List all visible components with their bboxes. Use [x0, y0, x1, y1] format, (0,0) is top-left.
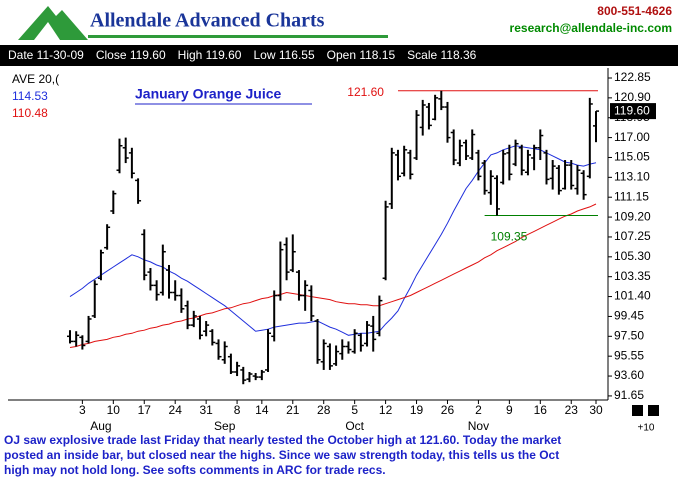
email: research@allendale-inc.com	[510, 21, 672, 35]
y-tick-label: 101.40	[614, 289, 651, 303]
stat-bar: Date 11-30-09 Close 119.60 High 119.60 Low …	[0, 45, 678, 66]
x-tick-label: 14	[255, 403, 269, 417]
x-tick-label: 30	[589, 403, 603, 417]
phone: 800-551-4626	[597, 4, 672, 18]
month-label: Nov	[468, 419, 489, 433]
logo-mark-inner	[34, 22, 60, 40]
moving-average	[69, 203, 597, 348]
legend-title: AVE 20,(	[12, 72, 59, 86]
x-tick-label: 19	[410, 403, 424, 417]
x-tick-label: 26	[441, 403, 455, 417]
logo-mark	[18, 6, 88, 40]
y-tick-label: 111.15	[614, 189, 649, 203]
y-tick-label: 109.20	[614, 209, 651, 223]
zoom-button[interactable]	[648, 405, 659, 416]
commentary-line: high may not hold long. See softs commen…	[4, 463, 386, 477]
month-label: Oct	[345, 419, 364, 433]
corner-label: +10	[638, 423, 655, 434]
month-label: Sep	[214, 419, 236, 433]
month-label: Aug	[90, 419, 111, 433]
x-tick-label: 8	[234, 403, 241, 417]
y-tick-label: 120.90	[614, 90, 651, 104]
x-tick-label: 9	[506, 403, 513, 417]
y-tick-label: 95.55	[614, 348, 644, 362]
annotation-label: 109.35	[491, 230, 528, 244]
legend-entry: 110.48	[12, 106, 48, 120]
x-tick-label: 12	[379, 403, 393, 417]
stat: Close 119.60	[95, 48, 166, 62]
x-tick-label: 28	[317, 403, 331, 417]
zoom-button[interactable]	[632, 405, 643, 416]
legend-entry: 114.53	[12, 89, 48, 103]
stat: Date 11-30-09	[8, 48, 84, 62]
y-tick-label: 107.25	[614, 229, 651, 243]
commentary-line: OJ saw explosive trade last Friday that …	[4, 433, 562, 447]
y-tick-label: 93.60	[614, 368, 644, 382]
y-tick-label: 115.05	[614, 150, 650, 164]
y-tick-label: 105.30	[614, 249, 651, 263]
logo-text: Allendale Advanced Charts	[90, 10, 325, 32]
x-tick-label: 3	[79, 403, 86, 417]
y-tick-label: 103.35	[614, 269, 651, 283]
stat: Low 116.55	[253, 48, 315, 62]
y-tick-label: 97.50	[614, 328, 644, 342]
stat: High 119.60	[177, 48, 242, 62]
annotation-label: 121.60	[347, 85, 384, 99]
stat: Scale 118.36	[407, 48, 477, 62]
commentary-line: posted an inside bar, but closed near th…	[4, 448, 560, 462]
x-tick-label: 16	[534, 403, 548, 417]
last-price-box	[610, 103, 656, 120]
y-tick-label: 117.00	[614, 130, 650, 144]
stat: Open 118.15	[326, 48, 396, 62]
y-tick-label: 122.85	[614, 70, 651, 84]
x-tick-label: 24	[169, 403, 183, 417]
last-price-label: 119.60	[614, 103, 650, 117]
x-tick-label: 17	[138, 403, 152, 417]
x-tick-label: 10	[107, 403, 121, 417]
x-tick-label: 23	[565, 403, 579, 417]
commentary: OJ saw explosive trade last Friday that …	[4, 433, 676, 478]
y-tick-label: 99.45	[614, 309, 644, 323]
x-tick-label: 31	[199, 403, 213, 417]
x-tick-label: 21	[286, 403, 300, 417]
chart-title: January Orange Juice	[135, 86, 282, 102]
y-tick-label: 113.10	[614, 170, 650, 184]
logo-underline	[88, 35, 388, 38]
y-tick-label: 91.65	[614, 388, 644, 402]
x-tick-label: 5	[351, 403, 358, 417]
x-tick-label: 2	[475, 403, 482, 417]
